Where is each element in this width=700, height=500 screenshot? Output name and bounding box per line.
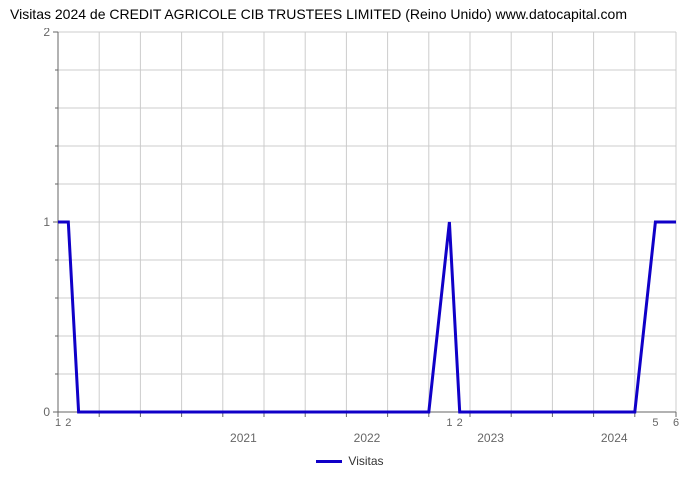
chart-plot: 0121212562021202220232024 <box>40 28 680 448</box>
svg-text:1: 1 <box>55 417 61 429</box>
chart-container: Visitas 2024 de CREDIT AGRICOLE CIB TRUS… <box>0 0 700 500</box>
svg-text:0: 0 <box>43 405 50 419</box>
svg-text:2022: 2022 <box>354 431 381 445</box>
legend-label: Visitas <box>348 454 383 468</box>
legend: Visitas <box>0 454 700 468</box>
svg-text:2023: 2023 <box>477 431 504 445</box>
svg-text:2: 2 <box>43 28 50 39</box>
legend-swatch <box>316 460 342 463</box>
svg-text:1: 1 <box>43 215 50 229</box>
chart-title: Visitas 2024 de CREDIT AGRICOLE CIB TRUS… <box>10 6 627 22</box>
svg-text:5: 5 <box>652 417 658 429</box>
svg-text:6: 6 <box>673 417 679 429</box>
svg-text:2: 2 <box>457 417 463 429</box>
svg-text:2: 2 <box>65 417 71 429</box>
svg-text:1: 1 <box>446 417 452 429</box>
svg-text:2024: 2024 <box>601 431 628 445</box>
svg-text:2021: 2021 <box>230 431 257 445</box>
